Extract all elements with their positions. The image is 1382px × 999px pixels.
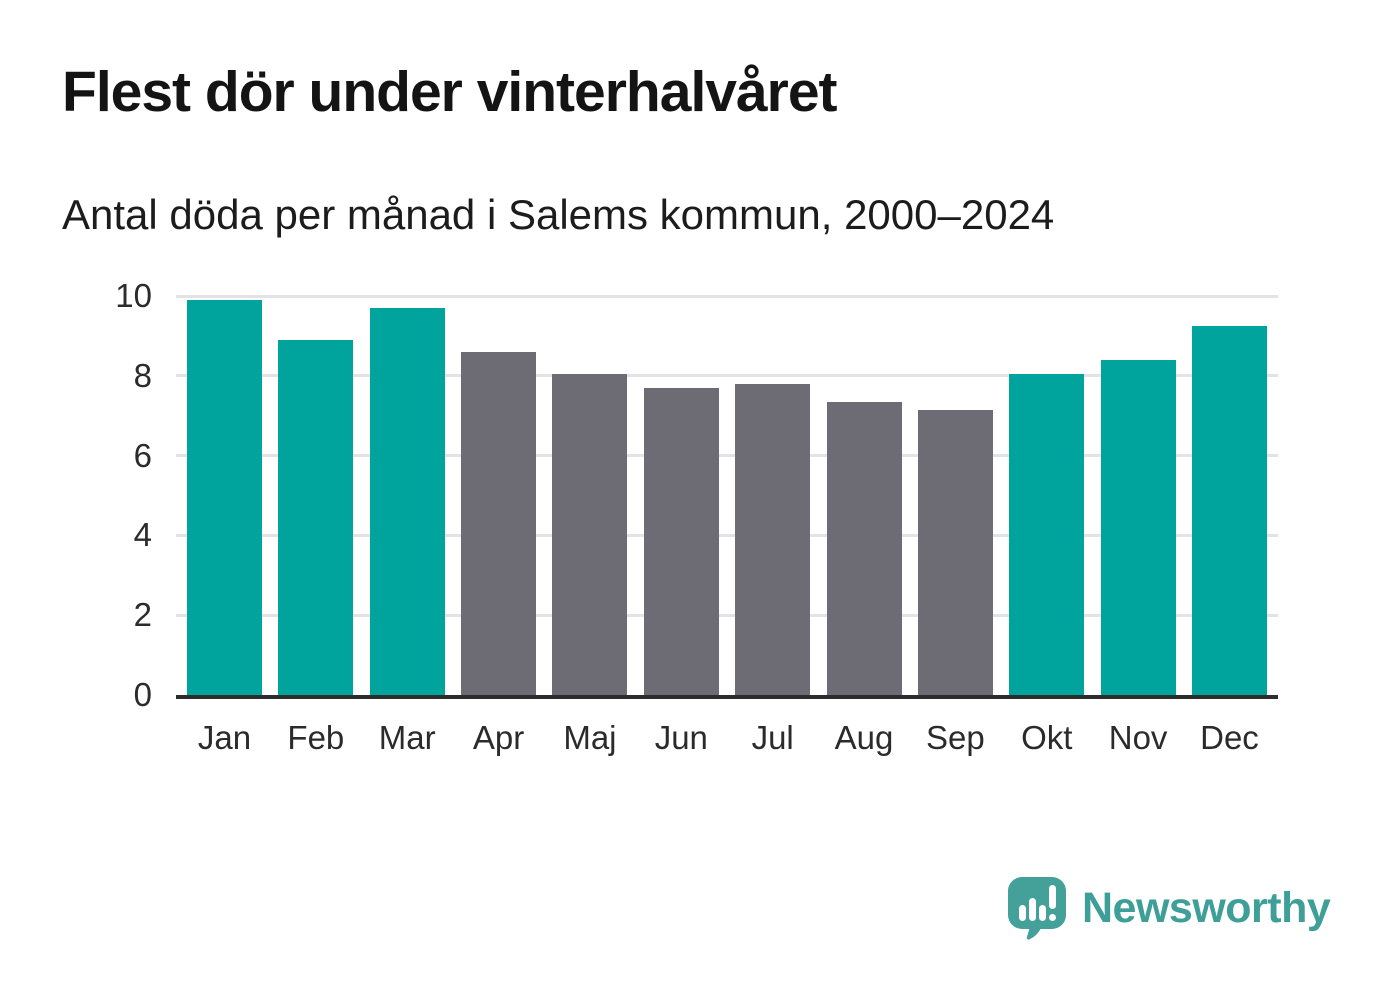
plot-area: [176, 294, 1278, 699]
x-tick-label-mar: Mar: [378, 719, 436, 756]
x-axis-tick-labels: Jan Feb Mar Apr Maj Jun Jul Aug Sep Okt Nov Dec: [176, 712, 1278, 764]
newsworthy-logo: Newsworthy: [1008, 875, 1331, 941]
x-tick-label-jan: Jan: [197, 719, 252, 756]
x-tick-label-jul: Jul: [751, 719, 794, 756]
bar-sep: [917, 409, 993, 695]
bar-jul: [735, 383, 811, 695]
x-tick-label-nov: Nov: [1108, 719, 1168, 756]
bar-chart-speech-bubble-icon: [1008, 876, 1066, 940]
gridline-y2: [176, 613, 1278, 617]
bar-apr: [461, 351, 537, 695]
x-tick-label-maj: Maj: [563, 719, 617, 756]
brand-wordmark: Newsworthy: [1082, 883, 1331, 932]
y-tick-label-6: 6: [133, 436, 152, 474]
bar-jan: [187, 300, 262, 695]
bar-mar: [369, 307, 445, 695]
y-tick-label-0: 0: [133, 676, 152, 713]
bar-series: [176, 296, 1278, 695]
y-tick-label-2: 2: [133, 596, 152, 634]
y-tick-label-4: 4: [133, 516, 152, 554]
bar-jun: [643, 387, 719, 695]
bar-aug: [826, 401, 902, 695]
gridline-y8: [176, 374, 1278, 378]
x-tick-label-aug: Aug: [834, 719, 894, 756]
x-tick-label-dec: Dec: [1200, 719, 1259, 756]
gridline-y6: [176, 454, 1278, 458]
x-tick-label-okt: Okt: [1021, 719, 1073, 756]
bar-nov: [1100, 359, 1176, 695]
y-axis-tick-labels: 0 2 4 6 8 10: [60, 0, 152, 999]
x-tick-label-sep: Sep: [926, 719, 985, 756]
chart-subtitle: Antal döda per månad i Salems kommun, 20…: [62, 191, 1055, 238]
chart-title: Flest dör under vinterhalvåret: [62, 60, 838, 124]
bar-okt: [1009, 373, 1085, 695]
x-tick-label-feb: Feb: [287, 719, 345, 756]
gridline-y4: [176, 533, 1278, 537]
bar-dec: [1191, 325, 1267, 695]
gridline-y10: [176, 294, 1278, 298]
x-tick-label-jun: Jun: [654, 719, 708, 756]
bar-maj: [552, 373, 628, 695]
y-tick-label-10: 10: [115, 277, 152, 314]
y-tick-label-8: 8: [133, 356, 152, 394]
bar-feb: [278, 339, 354, 695]
x-tick-label-apr: Apr: [472, 719, 525, 756]
